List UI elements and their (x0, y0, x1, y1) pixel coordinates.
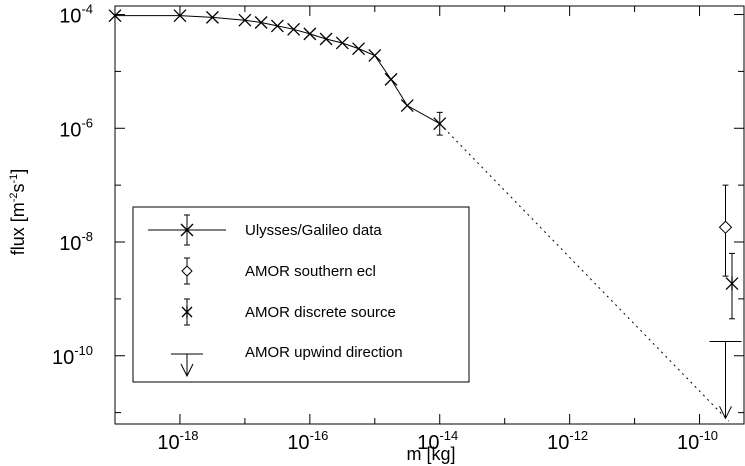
legend-label: AMOR discrete source (245, 304, 396, 321)
amor-discrete-point (725, 252, 739, 320)
ulysses-galileo-point (319, 32, 333, 46)
x-tick-label: 10-12 (547, 428, 588, 454)
x-tick-label: 10-10 (677, 428, 718, 454)
ulysses-galileo-point (335, 36, 349, 50)
legend-diamond-marker (181, 265, 193, 277)
data-point-marker (384, 72, 398, 86)
data-point-marker (319, 32, 333, 46)
legend-label: AMOR upwind direction (245, 344, 403, 361)
data-point-marker (254, 16, 268, 29)
x-tick-label: 10-14 (417, 428, 458, 454)
ulysses-galileo-point (368, 49, 382, 62)
legend-upper-limit-marker (180, 363, 194, 378)
legend: Ulysses/Galileo data AMOR southern ecl AMO… (132, 206, 470, 383)
legend-item: AMOR discrete source (181, 298, 396, 326)
ulysses-galileo-point (287, 22, 301, 36)
legend-label: Ulysses/Galileo data (245, 222, 382, 239)
amor-upwind-point (709, 341, 742, 420)
ulysses-galileo-point (384, 72, 398, 86)
data-point-marker (352, 42, 366, 56)
y-tick-label: 10-8 (59, 229, 93, 255)
amor-southern-point (718, 184, 733, 277)
ulysses-galileo-point (352, 42, 366, 56)
y-tick-label: 10-4 (59, 2, 93, 28)
plot-area (108, 9, 742, 422)
y-tick-label: 10-10 (52, 343, 93, 369)
legend-label: AMOR southern ecl (245, 263, 376, 280)
legend-item: Ulysses/Galileo data (148, 214, 382, 246)
ulysses-galileo-line (115, 15, 440, 125)
data-point-marker (400, 99, 414, 112)
x-tick-label: 10-18 (157, 428, 198, 454)
x-axis-label: m [kg] (406, 444, 455, 464)
data-point-marker (238, 13, 252, 27)
amor-upwind-marker (719, 406, 732, 420)
data-point-marker (303, 27, 317, 41)
y-axis-label: flux [m-2s-1] (8, 169, 28, 256)
plot-frame (114, 5, 745, 425)
ulysses-galileo-point (205, 10, 219, 24)
y-tick-label: 10-6 (59, 115, 93, 141)
data-point-marker (287, 22, 301, 36)
legend-item: AMOR upwind direction (171, 344, 403, 378)
ulysses-galileo-point (303, 27, 317, 41)
ulysses-galileo-point (400, 99, 414, 112)
ulysses-galileo-point (238, 13, 252, 27)
amor-southern-marker (718, 220, 733, 234)
x-tick-label: 10-16 (287, 428, 328, 454)
tick-labels: 10-18 10-16 10-14 10-12 10-10 10-4 10-6 10-8 10-… (52, 2, 718, 454)
model-line (439, 123, 730, 422)
ulysses-galileo-point (254, 16, 268, 29)
ulysses-galileo-point (270, 19, 284, 33)
data-point-marker (205, 10, 219, 24)
legend-x-marker (180, 223, 194, 237)
legend-item: AMOR southern ecl (181, 257, 376, 285)
legend-box (132, 206, 470, 383)
data-point-marker (270, 19, 284, 33)
data-point-marker (335, 36, 349, 50)
data-point-marker (368, 49, 382, 62)
axis-ticks (114, 6, 744, 424)
